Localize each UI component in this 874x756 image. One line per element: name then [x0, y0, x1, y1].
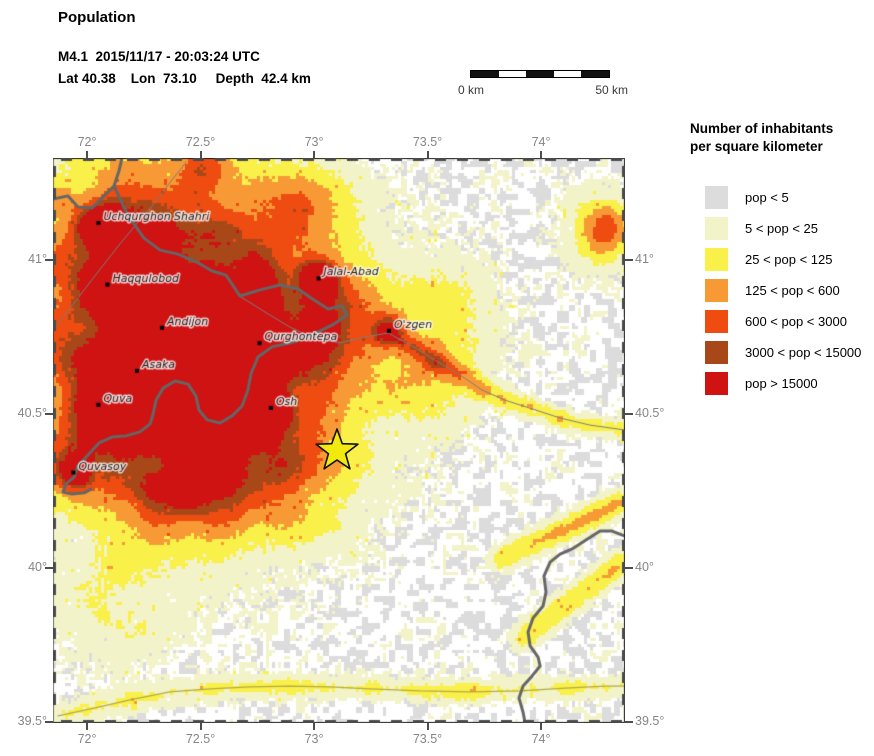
lat-tick	[45, 567, 53, 570]
lon-tick	[540, 151, 543, 158]
population-map-canvas	[53, 158, 625, 723]
scale-bar: 0 km 50 km	[458, 70, 628, 97]
legend-entry: 3000 < pop < 15000	[690, 341, 874, 365]
legend-entry: 25 < pop < 125	[690, 248, 874, 272]
legend-swatch	[705, 279, 728, 303]
lon-tick-label: 72°	[77, 135, 97, 149]
lon-tick	[540, 723, 543, 730]
legend-entry: 125 < pop < 600	[690, 279, 874, 303]
lon-tick-label: 73°	[304, 135, 324, 149]
legend-label: 25 < pop < 125	[745, 252, 833, 268]
legend-label: 125 < pop < 600	[745, 283, 840, 299]
page-title: Population	[58, 9, 136, 26]
lat-tick-label: 40.5°	[17, 406, 47, 420]
scale-bar-track	[470, 70, 610, 78]
lat-tick-label: 40°	[28, 560, 47, 575]
legend-title: Number of inhabitants per square kilomet…	[690, 120, 874, 156]
scale-bar-segment	[471, 71, 499, 77]
legend-label: 3000 < pop < 15000	[745, 345, 862, 361]
legend-label: 5 < pop < 25	[745, 221, 819, 237]
lon-tick-label: 73°	[304, 732, 324, 746]
event-location-line: Lat 40.38 Lon 73.10 Depth 42.4 km	[58, 71, 311, 86]
lon-tick	[313, 151, 316, 158]
lon-tick-label: 73.5°	[412, 732, 443, 746]
lon-tick	[86, 151, 89, 158]
legend-swatch	[705, 248, 728, 272]
legend-swatch	[705, 186, 728, 210]
scale-bar-segment	[553, 71, 582, 77]
legend-label: pop < 5	[745, 190, 789, 206]
lat-tick-label: 40.5°	[635, 406, 665, 420]
legend-entry: pop < 5	[690, 186, 874, 210]
legend-entry: 600 < pop < 3000	[690, 310, 874, 334]
legend-swatch	[705, 341, 728, 365]
lon-tick	[426, 151, 429, 158]
scale-bar-max-label: 50 km	[595, 83, 628, 97]
lat-tick	[625, 413, 633, 415]
lon-tick-label: 73.5°	[412, 135, 443, 149]
lat-tick	[625, 258, 633, 261]
lat-tick	[45, 413, 53, 415]
event-info-line: M4.1 2015/11/17 - 20:03:24 UTC	[58, 49, 260, 64]
legend: Number of inhabitants per square kilomet…	[690, 120, 874, 403]
lat-tick-label: 40°	[635, 560, 654, 575]
scale-bar-segment	[581, 71, 609, 77]
legend-title-line2: per square kilometer	[690, 139, 823, 155]
lat-tick	[625, 721, 633, 724]
legend-label: 600 < pop < 3000	[745, 314, 847, 330]
legend-swatch	[705, 310, 728, 334]
legend-label: pop > 15000	[745, 376, 818, 392]
lat-tick-label: 39.5°	[635, 714, 665, 729]
lat-tick-label: 41°	[635, 251, 654, 266]
scale-bar-min-label: 0 km	[458, 83, 485, 97]
lon-tick	[313, 723, 316, 730]
legend-swatch	[705, 217, 728, 241]
lon-tick	[199, 723, 202, 730]
lon-tick-label: 74°	[531, 135, 551, 149]
lat-tick-label: 41°	[28, 251, 47, 266]
lat-tick	[45, 258, 53, 261]
legend-swatch	[705, 372, 728, 396]
lon-tick	[86, 723, 89, 730]
lon-tick-label: 72.5°	[185, 135, 216, 149]
scale-bar-segment	[498, 71, 527, 77]
legend-title-line1: Number of inhabitants	[690, 121, 834, 136]
lat-tick-label: 39.5°	[17, 714, 47, 729]
lon-tick	[199, 151, 202, 158]
legend-entries: pop < 5 5 < pop < 25 25 < pop < 125 125 < p…	[690, 186, 874, 396]
lon-tick	[426, 723, 429, 730]
lon-tick-label: 72°	[77, 732, 97, 746]
lat-tick	[45, 721, 53, 724]
scale-bar-segment	[526, 71, 554, 77]
lon-tick-label: 72.5°	[185, 732, 216, 746]
lat-tick	[625, 567, 633, 570]
legend-entry: pop > 15000	[690, 372, 874, 396]
legend-entry: 5 < pop < 25	[690, 217, 874, 241]
map-area: 72° 72° 72.5° 72.5° 73° 73° 73.5° 73.5° 74° 74° 41…	[18, 135, 665, 746]
lon-tick-label: 74°	[531, 732, 551, 746]
